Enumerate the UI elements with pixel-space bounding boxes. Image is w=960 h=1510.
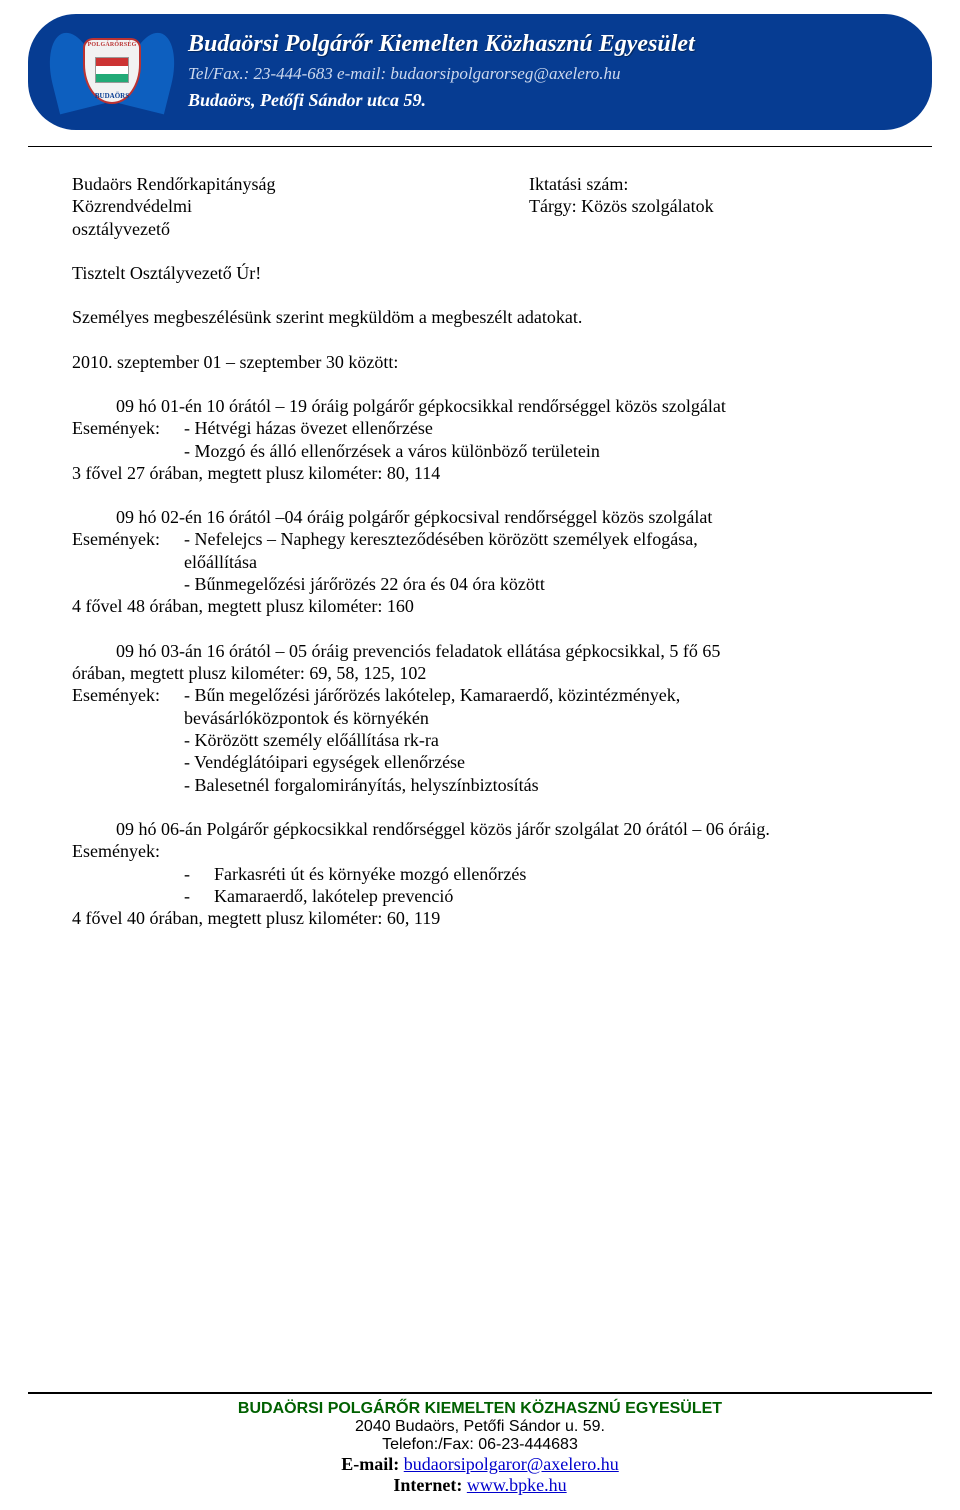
entry-2: 09 hó 02-én 16 órától –04 óráig polgárőr…: [72, 506, 888, 618]
entry-summary: 3 fővel 27 órában, megtett plusz kilomét…: [72, 462, 888, 484]
event-item: - Balesetnél forgalomirányítás, helyszín…: [72, 774, 888, 796]
events-label: Események:: [72, 528, 184, 550]
ref-line: Tárgy: Közös szolgálatok: [529, 195, 888, 217]
events-label: Események:: [72, 417, 184, 439]
event-item: - Vendéglátóipari egységek ellenőrzése: [72, 751, 888, 773]
events-label: Események:: [72, 684, 184, 706]
footer-web-row: Internet: www.bpke.hu: [28, 1475, 932, 1496]
banner-contact: Tel/Fax.: 23-444-683 e-mail: budaorsipol…: [188, 64, 908, 84]
event-item-cont: előállítása: [72, 551, 888, 573]
entry-date-line: 09 hó 06-án Polgárőr gépkocsikkal rendőr…: [72, 818, 888, 840]
entry-date-line: 09 hó 03-án 16 órától – 05 óráig prevenc…: [72, 640, 888, 662]
ref-line: Iktatási szám:: [529, 173, 888, 195]
event-item: - Bűnmegelőzési járőrözés 22 óra és 04 ó…: [72, 573, 888, 595]
address-block: Budaörs Rendőrkapitányság Közrendvédelmi…: [72, 173, 888, 240]
banner-text-block: Budaörsi Polgárőr Kiemelten Közhasznú Eg…: [188, 31, 908, 111]
page-footer: BUDAÖRSI POLGÁRŐR KIEMELTEN KÖZHASZNÚ EG…: [28, 1392, 932, 1496]
events-label: Események:: [72, 840, 888, 862]
bullet-text: Farkasréti út és környéke mozgó ellenőrz…: [214, 863, 888, 885]
header-banner: POLGÁRŐRSÉG BUDAÖRS Budaörsi Polgárőr Ki…: [28, 14, 932, 130]
shield-flag-icon: [95, 57, 129, 83]
banner-logo: POLGÁRŐRSÉG BUDAÖRS: [52, 26, 172, 116]
salutation: Tisztelt Osztályvezető Úr!: [72, 262, 888, 284]
footer-email-link[interactable]: budaorsipolgaror@axelero.hu: [404, 1454, 619, 1474]
recipient-line: Közrendvédelmi: [72, 195, 529, 217]
entry-4: 09 hó 06-án Polgárőr gépkocsikkal rendőr…: [72, 818, 888, 930]
bullet-item: - Kamaraerdő, lakótelep prevenció: [72, 885, 888, 907]
event-item: - Hétvégi házas övezet ellenőrzése: [184, 417, 888, 439]
banner-title: Budaörsi Polgárőr Kiemelten Közhasznú Eg…: [188, 31, 908, 58]
entry-date-line: 09 hó 01-én 10 órától – 19 óráig polgárő…: [72, 395, 888, 417]
entry-1: 09 hó 01-én 10 órától – 19 óráig polgárő…: [72, 395, 888, 484]
footer-web-link[interactable]: www.bpke.hu: [467, 1475, 567, 1495]
event-item: - Bűn megelőzési járőrözés lakótelep, Ka…: [184, 684, 888, 706]
document-body: Budaörs Rendőrkapitányság Közrendvédelmi…: [0, 147, 960, 929]
entry-date-line-cont: órában, megtett plusz kilométer: 69, 58,…: [72, 662, 888, 684]
footer-email-label: E-mail:: [341, 1454, 404, 1474]
event-item: - Mozgó és álló ellenőrzések a város kül…: [72, 440, 888, 462]
recipient-line: Budaörs Rendőrkapitányság: [72, 173, 529, 195]
entry-date-line: 09 hó 02-én 16 órától –04 óráig polgárőr…: [72, 506, 888, 528]
event-item-cont: bevásárlóközpontok és környékén: [72, 707, 888, 729]
footer-org-name: BUDAÖRSI POLGÁRŐR KIEMELTEN KÖZHASZNÚ EG…: [28, 1400, 932, 1418]
recipient-block: Budaörs Rendőrkapitányság Közrendvédelmi…: [72, 173, 529, 240]
shield-bottom-text: BUDAÖRS: [95, 92, 129, 100]
banner-address: Budaörs, Petőfi Sándor utca 59.: [188, 90, 908, 111]
intro-paragraph: Személyes megbeszélésünk szerint megküld…: [72, 306, 888, 328]
bullet-item: - Farkasréti út és környéke mozgó ellenő…: [72, 863, 888, 885]
reference-block: Iktatási szám: Tárgy: Közös szolgálatok: [529, 173, 888, 240]
footer-web-label: Internet:: [393, 1475, 466, 1495]
entry-3: 09 hó 03-án 16 órától – 05 óráig prevenc…: [72, 640, 888, 796]
footer-email-row: E-mail: budaorsipolgaror@axelero.hu: [28, 1454, 932, 1475]
recipient-line: osztályvezető: [72, 218, 529, 240]
entry-summary: 4 fővel 40 órában, megtett plusz kilomét…: [72, 907, 888, 929]
shield-top-text: POLGÁRŐRSÉG: [88, 42, 137, 48]
footer-address: 2040 Budaörs, Petőfi Sándor u. 59.: [28, 1418, 932, 1436]
entry-summary: 4 fővel 48 órában, megtett plusz kilomét…: [72, 595, 888, 617]
footer-divider: [28, 1392, 932, 1394]
event-item: - Nefelejcs – Naphegy kereszteződésében …: [184, 528, 888, 550]
event-item: - Körözött személy előállítása rk-ra: [72, 729, 888, 751]
footer-phone: Telefon:/Fax: 06-23-444683: [28, 1436, 932, 1454]
bullet-dash-icon: -: [184, 863, 214, 885]
period-line: 2010. szeptember 01 – szeptember 30 közö…: [72, 351, 888, 373]
bullet-text: Kamaraerdő, lakótelep prevenció: [214, 885, 888, 907]
bullet-dash-icon: -: [184, 885, 214, 907]
